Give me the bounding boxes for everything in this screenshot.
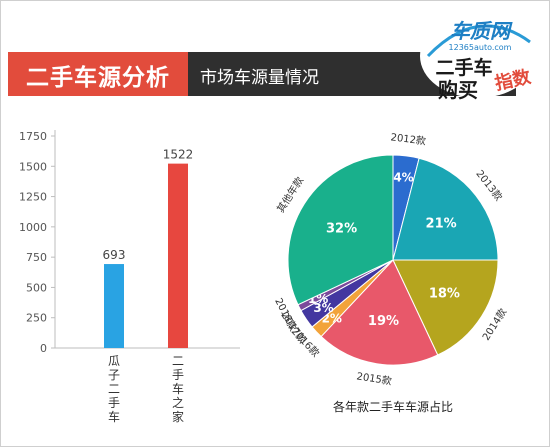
- x-category-label: 之: [172, 396, 184, 410]
- pie-category-label: 2018款: [272, 296, 300, 333]
- x-category-label: 车: [108, 409, 120, 424]
- pie-value-label: 18%: [429, 287, 460, 302]
- x-category-label: 二: [108, 382, 120, 396]
- bar-value-label: 693: [103, 248, 126, 262]
- pie-chart: 4%2012款21%2013款18%2014款19%2015款2%2016款3%…: [272, 130, 509, 414]
- pie-value-label: 19%: [368, 314, 399, 329]
- y-tick-label: 1000: [19, 221, 47, 234]
- brand-logo-art: 车质网 12365auto.com 二手车 购买 指数: [420, 14, 536, 102]
- header: 二手车源分析 市场车源量情况 车质网 12365auto.com 二手车 购买 …: [0, 0, 550, 110]
- x-category-label: 手: [108, 396, 120, 410]
- pie-title: 各年款二手车车源占比: [333, 399, 453, 414]
- x-category-label: 手: [172, 368, 184, 382]
- y-tick-label: 1500: [19, 160, 47, 173]
- pie-value-label: 32%: [326, 221, 357, 236]
- pie-value-label: 3%: [313, 301, 333, 315]
- x-category-label: 瓜: [108, 354, 120, 368]
- y-tick-label: 1750: [19, 130, 47, 143]
- brand-slogan-2: 购买: [438, 78, 478, 100]
- y-tick-label: 250: [26, 312, 47, 325]
- y-tick-label: 0: [40, 342, 47, 355]
- brand-url: 12365auto.com: [449, 43, 512, 52]
- bar-0: [104, 264, 124, 348]
- bar-chart: 02505007501000125015001750693瓜子二手车1522二手…: [19, 130, 240, 424]
- pie-category-label: 2012款: [390, 130, 427, 147]
- chart-area: 02505007501000125015001750693瓜子二手车1522二手…: [19, 130, 509, 424]
- brand-slogan-1: 二手车: [435, 56, 492, 79]
- page-subtitle: 市场车源量情况: [200, 68, 319, 88]
- y-tick-label: 1250: [19, 191, 47, 204]
- pie-category-label: 2015款: [356, 369, 393, 387]
- pie-slice-2: [392, 259, 499, 356]
- pie-value-label: 21%: [426, 217, 457, 232]
- bar-value-label: 1522: [163, 148, 194, 162]
- pie-value-label: 4%: [393, 171, 413, 185]
- x-category-label: 子: [108, 368, 120, 382]
- y-tick-label: 750: [26, 251, 47, 264]
- pie-slice-1: [392, 157, 499, 261]
- bar-1: [168, 163, 188, 348]
- x-category-label: 二: [172, 354, 184, 368]
- title-banner: [8, 52, 188, 96]
- y-tick-label: 500: [26, 281, 47, 294]
- pie-slice-7: [287, 154, 394, 306]
- x-category-label: 家: [172, 409, 184, 424]
- brand-name: 车质网: [450, 19, 513, 43]
- brand-logo: 车质网 12365auto.com 二手车 购买 指数: [418, 8, 540, 102]
- x-category-label: 车: [172, 381, 184, 396]
- page-title: 二手车源分析: [26, 65, 170, 91]
- pie-slice-3: [320, 259, 439, 366]
